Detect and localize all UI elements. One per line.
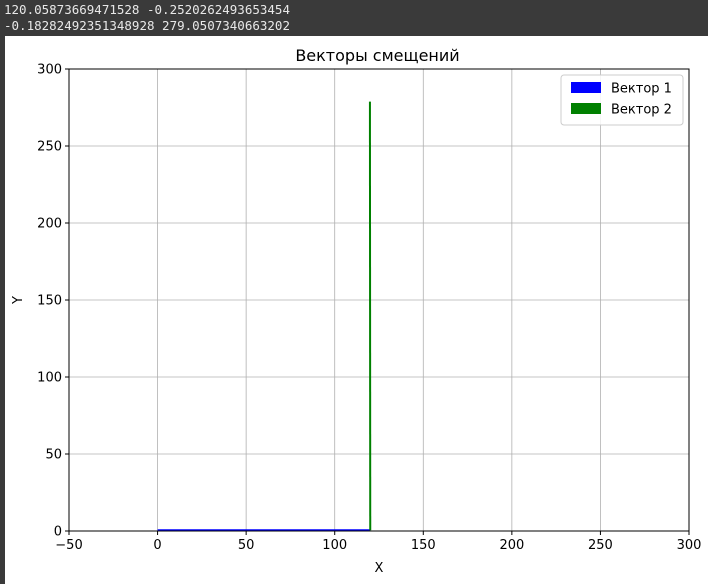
x-tick-label: 0: [153, 538, 161, 553]
x-tick-label: −50: [55, 538, 82, 553]
legend-label-1: Вектор 1: [611, 82, 672, 97]
console-output: 120.05873669471528 -0.2520262493653454 -0…: [0, 0, 708, 36]
legend: Вектор 1 Вектор 2: [560, 74, 684, 126]
x-tick-label: 200: [499, 538, 524, 553]
legend-swatch-2: [571, 103, 601, 114]
grid: [68, 68, 690, 532]
vectors: [157, 101, 372, 532]
y-tick-label: 300: [37, 63, 62, 78]
y-tick-label: 100: [37, 371, 62, 386]
y-tick-label: 200: [37, 217, 62, 232]
x-tick-label: 250: [588, 538, 613, 553]
console-line-1: 120.05873669471528 -0.2520262493653454: [4, 2, 290, 17]
chart: Векторы смещений −50 0 50 100 150 200 250 300 0…: [11, 46, 701, 576]
chart-title: Векторы смещений: [295, 46, 459, 65]
y-axis-ticks: 0 50 100 150 200 250 300: [37, 63, 69, 540]
legend-swatch-1: [571, 82, 601, 93]
y-tick-label: 50: [45, 448, 62, 463]
x-tick-label: 100: [322, 538, 347, 553]
x-axis-ticks: −50 0 50 100 150 200 250 300: [55, 531, 701, 553]
x-tick-label: 300: [677, 538, 702, 553]
y-tick-label: 150: [37, 294, 62, 309]
figure: Векторы смещений −50 0 50 100 150 200 250 300 0…: [5, 36, 708, 584]
y-axis-label: Y: [11, 296, 26, 305]
y-tick-label: 250: [37, 140, 62, 155]
x-axis-label: X: [375, 561, 384, 576]
y-tick-label: 0: [54, 525, 62, 540]
x-tick-label: 150: [411, 538, 436, 553]
legend-label-2: Вектор 2: [611, 103, 672, 118]
console-line-2: -0.18282492351348928 279.0507340663202: [4, 18, 290, 33]
x-tick-label: 50: [238, 538, 255, 553]
